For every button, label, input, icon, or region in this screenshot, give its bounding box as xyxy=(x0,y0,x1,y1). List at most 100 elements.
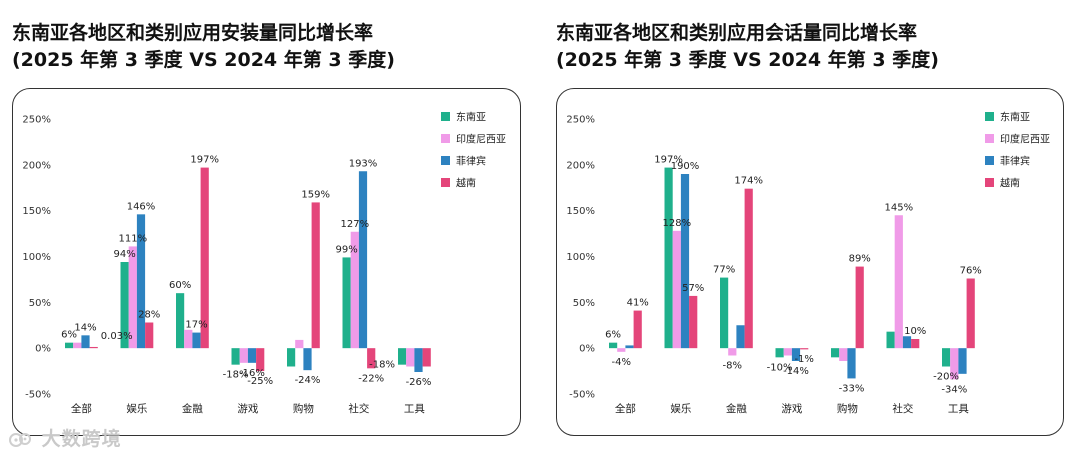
bar-越南-娱乐 xyxy=(689,295,698,349)
bar-印度尼西亚-工具 xyxy=(950,348,959,380)
y-tick-label: 0% xyxy=(579,344,595,355)
legend-swatch-越南 xyxy=(441,178,450,187)
data-label: 190% xyxy=(671,161,700,172)
data-label: 28% xyxy=(138,310,160,321)
data-label: -24% xyxy=(295,375,321,386)
right-chart-frame: 250% 200% 150% 100% 50% 0% -50% 全部 娱乐 金融 游戏 购物 社交 工具 6… xyxy=(556,88,1064,436)
data-label: -8% xyxy=(723,361,742,372)
bar-越南-全部 xyxy=(633,310,642,349)
x-category-label: 娱乐 xyxy=(670,402,691,415)
data-label: 41% xyxy=(627,298,649,309)
install-growth-chart: 250% 200% 150% 100% 50% 0% -50% 全部 娱乐 金融 游戏 购物 社交 工具 6… xyxy=(22,111,506,416)
bar-东南亚-游戏 xyxy=(231,348,240,365)
watermark: 大数跨境 xyxy=(8,424,122,451)
legend-label-印度尼西亚: 印度尼西亚 xyxy=(456,133,506,146)
data-label: 197% xyxy=(190,155,219,166)
legend-label-越南: 越南 xyxy=(1000,177,1020,190)
right-chart-title-line1: 东南亚各地区和类别应用会话量同比增长率 xyxy=(556,22,918,44)
y-tick-label: 200% xyxy=(22,160,51,171)
bar-东南亚-娱乐 xyxy=(120,262,129,349)
bar-菲律宾-游戏 xyxy=(791,348,801,361)
bar-印度尼西亚-全部 xyxy=(617,348,626,352)
bar-越南-工具 xyxy=(966,278,975,349)
bar-东南亚-工具 xyxy=(942,348,951,367)
bar-越南-金融 xyxy=(200,167,209,349)
y-tick-label: -50% xyxy=(25,390,51,401)
data-label: 146% xyxy=(127,201,156,212)
bar-印度尼西亚-金融 xyxy=(728,348,737,356)
left-chart-title: 东南亚各地区和类别应用安装量同比增长率 (2025 年第 3 季度 VS 202… xyxy=(12,20,395,74)
data-label: 99% xyxy=(335,244,357,255)
bar-菲律宾-金融 xyxy=(736,325,745,349)
bar-越南-娱乐 xyxy=(145,322,154,349)
bar-东南亚-全部 xyxy=(65,342,74,349)
data-label: 57% xyxy=(682,283,704,294)
session-growth-chart: 250% 200% 150% 100% 50% 0% -50% 全部 娱乐 金融 游戏 购物 社交 工具 6… xyxy=(566,111,1050,416)
y-tick-label: 150% xyxy=(22,206,51,217)
data-label: -25% xyxy=(247,376,273,387)
legend-label-东南亚: 东南亚 xyxy=(1000,111,1030,124)
data-label: 127% xyxy=(341,219,370,230)
bar-印度尼西亚-娱乐 xyxy=(128,246,137,349)
y-tick-label: 200% xyxy=(566,160,595,171)
x-category-label: 购物 xyxy=(837,402,858,415)
bar-越南-社交 xyxy=(367,348,376,369)
bar-东南亚-娱乐 xyxy=(664,167,673,349)
bar-东南亚-购物 xyxy=(287,348,296,367)
x-category-label: 金融 xyxy=(182,402,203,415)
data-label: 94% xyxy=(113,249,135,260)
data-label: 159% xyxy=(301,189,330,200)
y-tick-label: 100% xyxy=(566,252,595,263)
bar-菲律宾-全部 xyxy=(625,345,634,349)
bar-越南-社交 xyxy=(911,339,920,349)
bar-菲律宾-金融 xyxy=(192,332,201,349)
bar-东南亚-金融 xyxy=(176,293,185,349)
bar-东南亚-全部 xyxy=(609,342,618,349)
watermark-text: 大数跨境 xyxy=(41,428,122,450)
bar-印度尼西亚-购物 xyxy=(839,348,848,361)
data-label: 6% xyxy=(61,330,77,341)
x-category-label: 金融 xyxy=(726,402,747,415)
bar-越南-购物 xyxy=(855,266,864,349)
y-tick-label: 250% xyxy=(566,115,595,126)
bar-东南亚-购物 xyxy=(831,348,840,358)
bar-印度尼西亚-金融 xyxy=(184,329,193,349)
y-tick-label: 250% xyxy=(22,115,51,126)
data-label: 14% xyxy=(74,322,96,333)
x-category-label: 社交 xyxy=(348,402,369,415)
bar-印度尼西亚-社交 xyxy=(894,215,903,349)
x-category-label: 工具 xyxy=(404,403,425,415)
x-category-label: 全部 xyxy=(71,402,92,415)
data-label: -20% xyxy=(933,372,959,383)
bar-越南-游戏 xyxy=(800,348,809,350)
data-label: -14% xyxy=(783,366,809,377)
data-label: 60% xyxy=(169,280,191,291)
bar-越南-购物 xyxy=(311,202,320,349)
data-label: 6% xyxy=(605,330,621,341)
data-label: 111% xyxy=(119,233,148,244)
bar-菲律宾-工具 xyxy=(958,348,967,374)
bar-东南亚-社交 xyxy=(342,257,351,349)
x-category-label: 游戏 xyxy=(781,402,802,415)
right-chart-title-line2: (2025 年第 3 季度 VS 2024 年第 3 季度) xyxy=(556,49,939,71)
y-tick-label: 50% xyxy=(29,298,51,309)
bar-菲律宾-娱乐 xyxy=(680,174,690,349)
legend-label-印度尼西亚: 印度尼西亚 xyxy=(1000,133,1050,146)
data-label: 17% xyxy=(185,320,207,331)
data-label: 174% xyxy=(734,176,763,187)
legend-swatch-印度尼西亚 xyxy=(441,134,450,143)
left-chart-title-line1: 东南亚各地区和类别应用安装量同比增长率 xyxy=(12,22,374,44)
data-label: 10% xyxy=(904,326,926,337)
data-label: 0.03% xyxy=(101,331,133,342)
bar-菲律宾-购物 xyxy=(847,348,856,379)
data-label: -34% xyxy=(941,384,967,395)
y-tick-label: 50% xyxy=(573,298,595,309)
bar-东南亚-游戏 xyxy=(775,348,784,358)
legend-label-越南: 越南 xyxy=(456,177,476,190)
bar-越南-金融 xyxy=(744,188,753,349)
data-label: -18% xyxy=(223,370,249,381)
bar-菲律宾-全部 xyxy=(81,335,90,349)
bar-印度尼西亚-游戏 xyxy=(239,348,248,363)
bar-菲律宾-娱乐 xyxy=(136,214,146,349)
bar-越南-全部 xyxy=(89,346,98,349)
